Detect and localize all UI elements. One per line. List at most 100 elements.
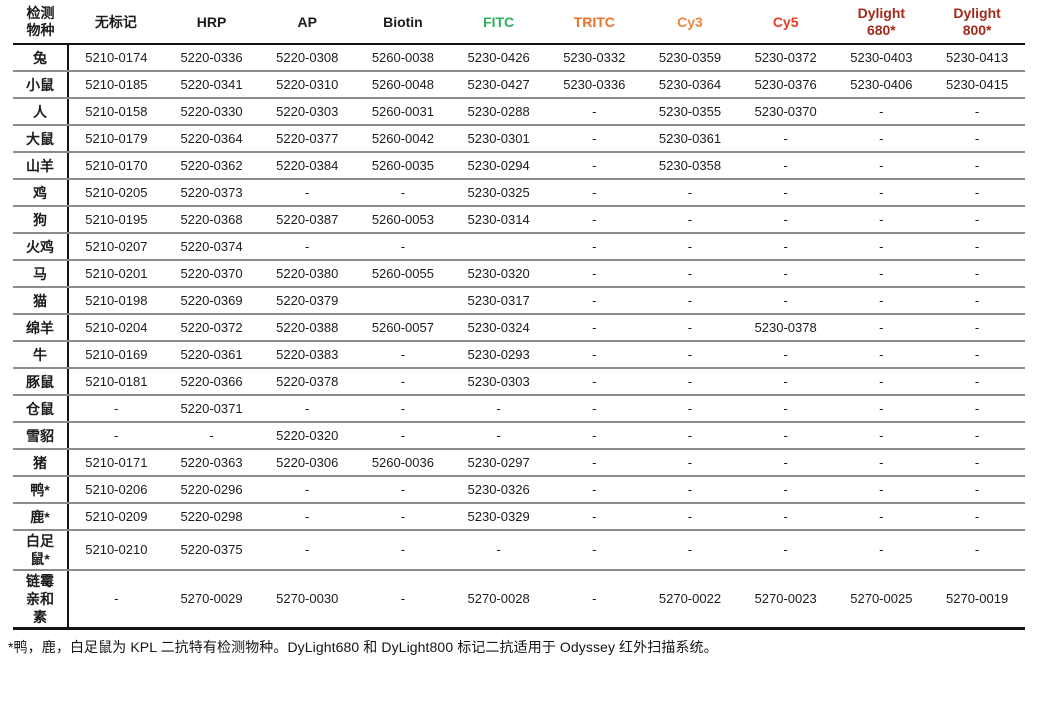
catalog-number-cell: 5220-0303 (259, 98, 356, 126)
catalog-number-cell: 5230-0325 (450, 179, 547, 207)
species-cell: 人 (13, 98, 69, 126)
catalog-number-cell: 5230-0358 (642, 152, 738, 180)
catalog-number-cell: - (68, 570, 164, 630)
catalog-number-cell: 5220-0363 (163, 449, 260, 477)
table-row: 大鼠 5210-0179 5220-0364 5220-0377 5260-0042 52… (13, 125, 1025, 153)
catalog-number-cell: 5270-0028 (450, 570, 547, 630)
catalog-number-cell: - (355, 179, 451, 207)
catalog-number-cell: 5220-0388 (259, 314, 356, 342)
catalog-number-cell: - (546, 287, 643, 315)
catalog-number-cell: 5230-0329 (450, 503, 547, 531)
catalog-number-cell: 5230-0378 (737, 314, 834, 342)
catalog-number-cell: 5220-0372 (163, 314, 260, 342)
table-row: 猫 5210-0198 5220-0369 5220-0379 5230-0317- - -… (13, 287, 1025, 315)
catalog-number-cell: - (163, 422, 260, 450)
catalog-number-cell: - (355, 530, 451, 571)
catalog-number-cell: - (546, 368, 643, 396)
footnote: *鸭，鹿，白足鼠为 KPL 二抗特有检测物种。DyLight680 和 DyLi… (8, 639, 718, 655)
column-header-species: 检测 物种 (13, 0, 68, 45)
catalog-number-cell: - (737, 206, 834, 234)
catalog-number-cell: 5230-0426 (450, 44, 547, 72)
catalog-number-cell: - (737, 341, 834, 369)
catalog-number-cell: - (929, 233, 1025, 261)
column-header-dylight680: Dylight 680* (833, 0, 930, 45)
catalog-number-cell: 5230-0314 (450, 206, 547, 234)
species-cell: 链霉 亲和 素 (13, 570, 69, 630)
catalog-number-cell: - (546, 422, 643, 450)
catalog-number-cell: - (642, 314, 738, 342)
catalog-number-cell: - (546, 98, 643, 126)
catalog-number-cell: - (450, 530, 547, 571)
catalog-number-cell: 5230-0372 (737, 44, 834, 72)
catalog-number-cell: - (833, 233, 930, 261)
catalog-number-cell: - (546, 476, 643, 504)
catalog-number-cell: - (355, 422, 451, 450)
catalog-number-cell: 5220-0374 (163, 233, 260, 261)
catalog-number-cell: - (833, 503, 930, 531)
table-row: 鹿* 5210-0209 5220-0298- -5230-0329- - - - - (13, 503, 1025, 531)
catalog-number-cell: 5220-0371 (163, 395, 260, 423)
catalog-number-cell: - (737, 152, 834, 180)
catalog-number-cell: - (546, 233, 643, 261)
catalog-number-cell: - (737, 422, 834, 450)
table-row: 白足 鼠* 5210-0210 5220-0375- - - - - - - - (13, 530, 1025, 571)
catalog-number-cell: - (929, 125, 1025, 153)
catalog-number-cell: 5260-0035 (355, 152, 451, 180)
catalog-number-cell: 5230-0320 (450, 260, 547, 288)
catalog-number-cell: - (355, 395, 451, 423)
catalog-number-cell: 5210-0195 (68, 206, 164, 234)
table-row: 豚鼠 5210-0181 5220-0366 5220-0378-5230-0303-… (13, 368, 1025, 396)
catalog-number-cell: 5230-0293 (450, 341, 547, 369)
catalog-number-cell: - (546, 260, 643, 288)
table-row: 绵羊 5210-0204 5220-0372 5220-0388 5260-0057 52… (13, 314, 1025, 342)
catalog-number-cell: - (737, 476, 834, 504)
table-row: 山羊 5210-0170 5220-0362 5220-0384 5260-0035 52… (13, 152, 1025, 180)
catalog-number-cell: 5210-0181 (68, 368, 164, 396)
catalog-number-cell: - (929, 287, 1025, 315)
catalog-number-cell: 5220-0370 (163, 260, 260, 288)
catalog-number-cell: - (929, 530, 1025, 571)
column-header-cy5: Cy5 (737, 0, 834, 45)
catalog-number-cell: - (929, 314, 1025, 342)
catalog-number-cell: - (450, 395, 547, 423)
table-row: 牛 5210-0169 5220-0361 5220-0383-5230-0293- -… (13, 341, 1025, 369)
species-cell: 白足 鼠* (13, 530, 69, 571)
catalog-number-cell: - (929, 152, 1025, 180)
catalog-number-cell: - (929, 368, 1025, 396)
species-cell: 小鼠 (13, 71, 69, 99)
catalog-number-cell: - (833, 98, 930, 126)
catalog-number-cell: 5220-0377 (259, 125, 356, 153)
table-row: 火鸡 5210-0207 5220-0374- - - - - - - (13, 233, 1025, 261)
catalog-number-cell: - (546, 152, 643, 180)
catalog-number-cell: - (929, 341, 1025, 369)
catalog-number-cell: - (737, 179, 834, 207)
catalog-number-cell: - (642, 179, 738, 207)
catalog-number-cell: 5210-0158 (68, 98, 164, 126)
catalog-number-cell: - (259, 395, 356, 423)
catalog-number-cell: - (642, 449, 738, 477)
catalog-number-cell: 5230-0294 (450, 152, 547, 180)
catalog-number-cell: - (833, 422, 930, 450)
catalog-number-cell: - (546, 179, 643, 207)
species-cell: 山羊 (13, 152, 69, 180)
catalog-number-cell: - (642, 233, 738, 261)
catalog-number-cell: 5210-0171 (68, 449, 164, 477)
catalog-number-cell: - (833, 152, 930, 180)
catalog-number-cell: - (737, 368, 834, 396)
catalog-number-cell: 5230-0317 (450, 287, 547, 315)
catalog-number-cell: - (929, 179, 1025, 207)
catalog-number-cell: 5210-0205 (68, 179, 164, 207)
catalog-number-cell: - (642, 503, 738, 531)
catalog-number-cell: - (737, 260, 834, 288)
catalog-number-cell: 5270-0025 (833, 570, 930, 630)
catalog-number-cell: 5230-0364 (642, 71, 738, 99)
catalog-number-cell: 5220-0308 (259, 44, 356, 72)
catalog-number-cell: - (259, 233, 356, 261)
catalog-number-cell: 5220-0330 (163, 98, 260, 126)
catalog-number-cell: - (355, 476, 451, 504)
catalog-number-cell: - (355, 503, 451, 531)
catalog-number-cell: 5220-0368 (163, 206, 260, 234)
species-cell: 绵羊 (13, 314, 69, 342)
catalog-number-cell: - (642, 422, 738, 450)
column-header-cy3: Cy3 (642, 0, 738, 45)
